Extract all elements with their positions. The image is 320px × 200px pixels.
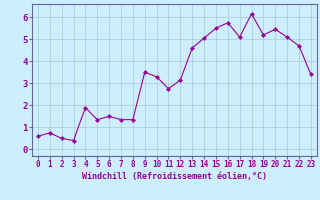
X-axis label: Windchill (Refroidissement éolien,°C): Windchill (Refroidissement éolien,°C)	[82, 172, 267, 181]
